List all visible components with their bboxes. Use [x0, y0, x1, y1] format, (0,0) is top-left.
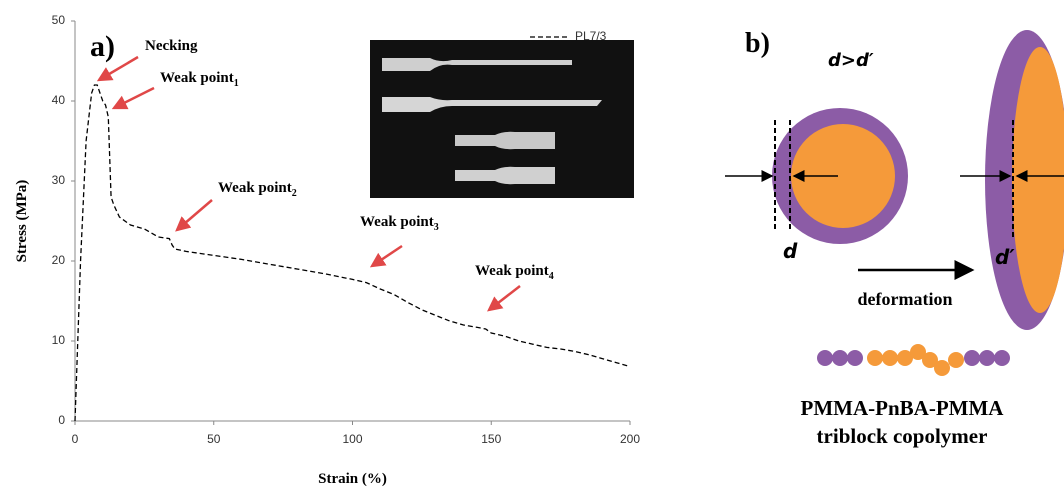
annotation-text: Necking — [145, 38, 198, 54]
y-axis-title: Stress (MPa) — [14, 180, 30, 263]
particle-core — [791, 124, 895, 228]
x-tick-label: 150 — [481, 432, 501, 446]
y-tick-label: 50 — [52, 13, 66, 27]
x-tick-label: 50 — [207, 432, 221, 446]
annotation-subscript: 1 — [234, 78, 239, 89]
annotation: Weak point4 — [475, 263, 554, 282]
panel-label: b) — [745, 28, 770, 59]
d-prime-label: d′ — [995, 245, 1015, 269]
y-tick-label: 30 — [52, 173, 66, 187]
annotation-arrow — [111, 86, 155, 110]
y-tick-label: 10 — [52, 333, 66, 347]
legend-label: PL7/3 — [575, 29, 607, 43]
arrow-label: deformation — [858, 289, 953, 309]
inset-photo — [370, 40, 634, 198]
annotation-arrow — [175, 199, 213, 232]
diagram: b) d>d′ d d′ deformation PMMA-PnBA-PMMA … — [725, 28, 1064, 448]
y-tick-label: 40 — [52, 93, 66, 107]
annotation-arrow — [96, 55, 139, 82]
annotation-text: Weak point — [218, 180, 292, 196]
chart: 0 10 20 30 40 50 0 50 100 150 200 Strain (%) Stress … — [14, 13, 640, 487]
panel-label: a) — [90, 30, 115, 63]
annotation: Weak point3 — [360, 214, 439, 233]
annotation-arrow — [369, 244, 403, 268]
annotation-subscript: 2 — [292, 188, 297, 199]
polymer-name: PMMA-PnBA-PMMA — [801, 396, 1005, 420]
annotation-text: Weak point — [475, 263, 549, 279]
y-tick-label: 0 — [58, 413, 65, 427]
annotation-subscript: 3 — [434, 222, 439, 233]
annotation-arrow — [487, 285, 521, 312]
annotation-subscript: 4 — [549, 271, 554, 282]
x-tick-label: 200 — [620, 432, 640, 446]
deformed-core — [1012, 47, 1064, 313]
annotation: Necking — [145, 38, 198, 54]
polymer-type: triblock copolymer — [817, 424, 988, 448]
data-line — [74, 84, 631, 422]
x-tick-label: 0 — [72, 432, 79, 446]
relation: d>d′ — [828, 50, 874, 71]
annotation-text: Weak point — [160, 70, 234, 86]
annotation-text: Weak point — [360, 214, 434, 230]
chain — [817, 344, 1010, 376]
annotation: Weak point1 — [160, 70, 239, 89]
y-tick-label: 20 — [52, 253, 66, 267]
annotation: Weak point2 — [218, 180, 297, 199]
d-label: d — [783, 239, 798, 263]
x-axis-title: Strain (%) — [318, 471, 387, 487]
x-tick-label: 100 — [342, 432, 362, 446]
